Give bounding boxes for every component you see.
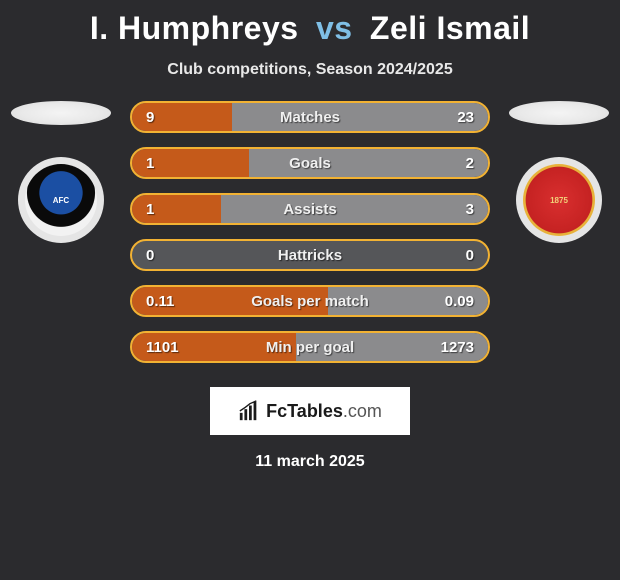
stat-row: 9Matches23 — [130, 101, 490, 133]
team2-badge: 1875 — [516, 157, 602, 243]
stat-value-right: 3 — [434, 201, 474, 218]
vs-label: vs — [316, 10, 353, 46]
team1-crest-label: AFC — [53, 196, 69, 205]
team1-crest-icon: AFC — [25, 164, 97, 236]
right-side: 1875 — [504, 101, 614, 243]
stat-value-right: 0 — [434, 247, 474, 264]
stats-column: 9Matches23 1Goals2 1Assists3 0Hattricks0 0.1… — [130, 101, 490, 363]
subtitle: Club competitions, Season 2024/2025 — [0, 61, 620, 79]
stat-value-right: 2 — [434, 155, 474, 172]
player2-name: Zeli Ismail — [370, 10, 530, 46]
page-title: I. Humphreys vs Zeli Ismail — [0, 10, 620, 47]
site-logo-text: FcTables.com — [266, 401, 382, 422]
left-side: AFC — [6, 101, 116, 243]
stat-value-right: 23 — [434, 109, 474, 126]
logo-tld: .com — [343, 401, 382, 421]
date-label: 11 march 2025 — [0, 453, 620, 471]
stat-row: 1Assists3 — [130, 193, 490, 225]
comparison-card: I. Humphreys vs Zeli Ismail Club competi… — [0, 0, 620, 471]
team2-crest-icon: 1875 — [523, 164, 595, 236]
stat-row: 1101Min per goal1273 — [130, 331, 490, 363]
player2-silhouette — [509, 101, 609, 125]
site-logo[interactable]: FcTables.com — [210, 387, 410, 435]
player1-name: I. Humphreys — [90, 10, 299, 46]
stat-row: 0Hattricks0 — [130, 239, 490, 271]
logo-name: FcTables — [266, 401, 343, 421]
player1-silhouette — [11, 101, 111, 125]
stat-row: 1Goals2 — [130, 147, 490, 179]
team2-crest-label: 1875 — [550, 196, 568, 205]
team1-badge: AFC — [18, 157, 104, 243]
stat-row: 0.11Goals per match0.09 — [130, 285, 490, 317]
stat-value-right: 0.09 — [434, 293, 474, 310]
main-row: AFC 9Matches23 1Goals2 1Assists3 0Hattricks… — [0, 101, 620, 363]
stat-value-right: 1273 — [434, 339, 474, 356]
chart-icon — [238, 400, 260, 422]
